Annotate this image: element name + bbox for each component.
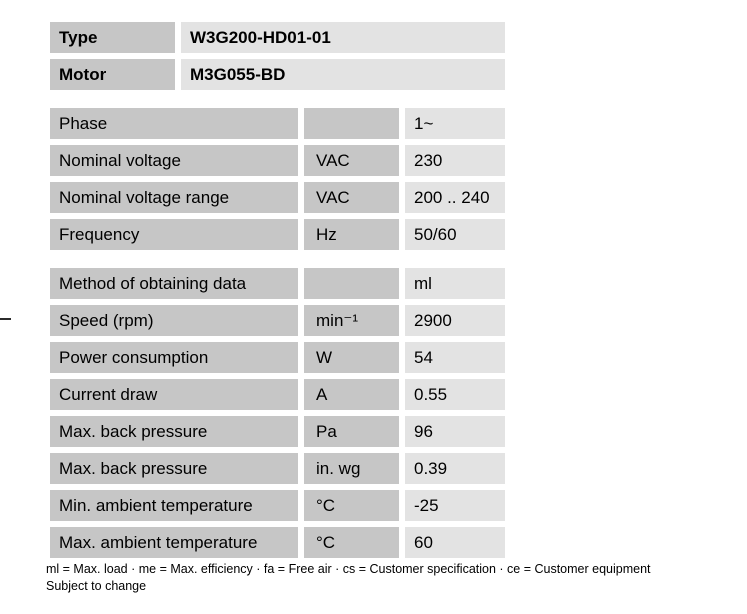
spec-label: Current draw (50, 379, 298, 410)
spec-value: ml (405, 268, 505, 299)
table-row: Nominal voltage VAC 230 (50, 145, 505, 176)
spec-value: 96 (405, 416, 505, 447)
spec-label: Max. ambient temperature (50, 527, 298, 558)
spec-label: Max. back pressure (50, 416, 298, 447)
spec-value: 0.39 (405, 453, 505, 484)
spec-label: Nominal voltage range (50, 182, 298, 213)
spec-value: W3G200-HD01-01 (181, 22, 505, 53)
spec-unit: °C (304, 527, 399, 558)
spec-unit: °C (304, 490, 399, 521)
spec-unit: Hz (304, 219, 399, 250)
spec-unit: VAC (304, 145, 399, 176)
spec-label: Phase (50, 108, 298, 139)
spec-unit: Pa (304, 416, 399, 447)
legend-text: ml = Max. load · me = Max. efficiency · … (46, 562, 651, 576)
electrical-data-section: Phase 1~ Nominal voltage VAC 230 Nominal… (50, 108, 505, 250)
spec-unit (304, 108, 399, 139)
spec-unit (304, 268, 399, 299)
spec-label: Power consumption (50, 342, 298, 373)
table-row: Max. back pressure Pa 96 (50, 416, 505, 447)
table-row: Min. ambient temperature °C -25 (50, 490, 505, 521)
table-row: Speed (rpm) min⁻¹ 2900 (50, 305, 505, 336)
spec-label: Method of obtaining data (50, 268, 298, 299)
footnote-area: ml = Max. load · me = Max. efficiency · … (46, 561, 651, 595)
spec-value: -25 (405, 490, 505, 521)
table-row: Motor M3G055-BD (50, 59, 505, 90)
spec-unit: in. wg (304, 453, 399, 484)
table-row: Max. back pressure in. wg 0.39 (50, 453, 505, 484)
table-row: Method of obtaining data ml (50, 268, 505, 299)
spec-label: Nominal voltage (50, 145, 298, 176)
spec-value: 0.55 (405, 379, 505, 410)
spec-label: Motor (50, 59, 175, 90)
table-row: Power consumption W 54 (50, 342, 505, 373)
spec-value: 200 .. 240 (405, 182, 505, 213)
spec-unit: A (304, 379, 399, 410)
spec-unit: VAC (304, 182, 399, 213)
spec-value: 54 (405, 342, 505, 373)
spec-value: 2900 (405, 305, 505, 336)
spec-label: Type (50, 22, 175, 53)
spec-unit: min⁻¹ (304, 305, 399, 336)
table-row: Type W3G200-HD01-01 (50, 22, 505, 53)
spec-value: 60 (405, 527, 505, 558)
type-motor-table: Type W3G200-HD01-01 Motor M3G055-BD (50, 22, 505, 90)
spec-label: Min. ambient temperature (50, 490, 298, 521)
table-row: Nominal voltage range VAC 200 .. 240 (50, 182, 505, 213)
table-row: Phase 1~ (50, 108, 505, 139)
spec-unit: W (304, 342, 399, 373)
performance-data-section: Method of obtaining data ml Speed (rpm) … (50, 268, 505, 558)
spec-value: 1~ (405, 108, 505, 139)
spec-label: Frequency (50, 219, 298, 250)
subject-to-change-note: Subject to change (46, 579, 147, 593)
spec-label: Speed (rpm) (50, 305, 298, 336)
spec-label: Max. back pressure (50, 453, 298, 484)
nominal-data-table: Type W3G200-HD01-01 Motor M3G055-BD Phas… (50, 22, 505, 564)
page-margin-tick (0, 318, 11, 320)
table-row: Frequency Hz 50/60 (50, 219, 505, 250)
spec-value: 50/60 (405, 219, 505, 250)
spec-value: M3G055-BD (181, 59, 505, 90)
table-row: Max. ambient temperature °C 60 (50, 527, 505, 558)
table-row: Current draw A 0.55 (50, 379, 505, 410)
spec-value: 230 (405, 145, 505, 176)
